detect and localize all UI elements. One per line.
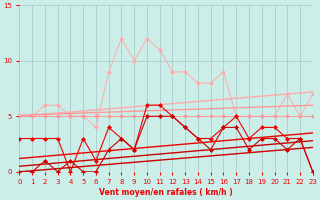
X-axis label: Vent moyen/en rafales ( km/h ): Vent moyen/en rafales ( km/h ): [99, 188, 233, 197]
